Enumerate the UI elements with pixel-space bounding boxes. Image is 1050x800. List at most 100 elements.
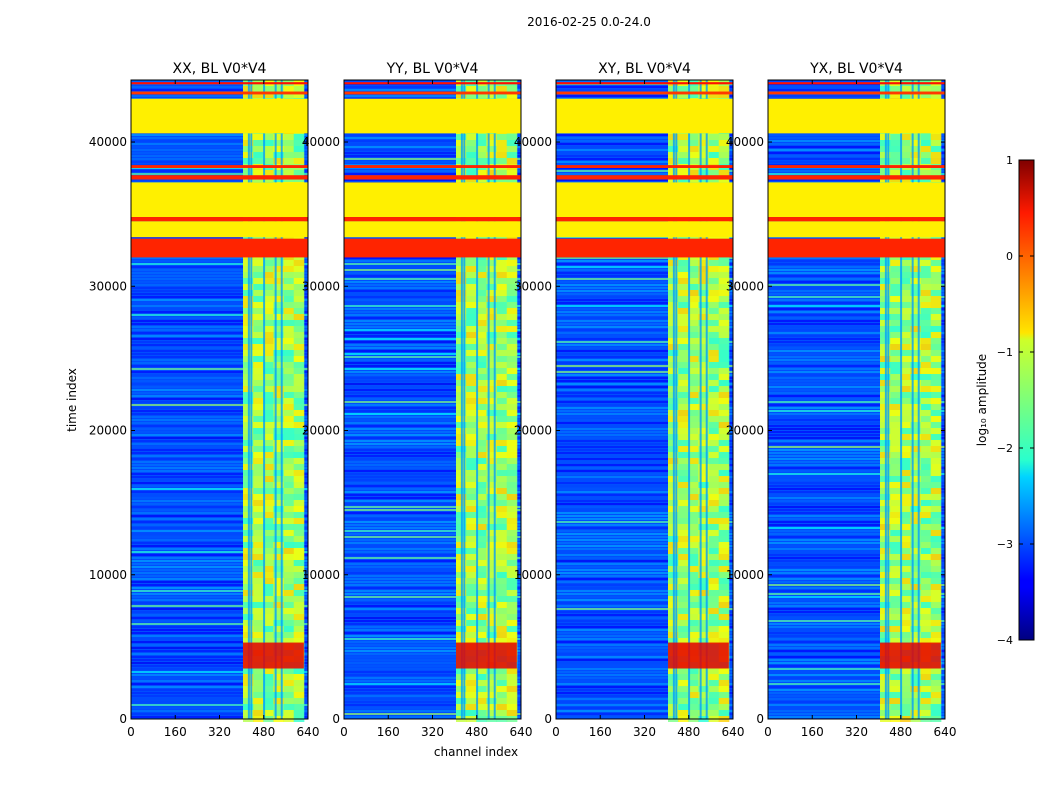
- signal-cell: [486, 704, 498, 710]
- x-tick-label: 0: [340, 725, 348, 739]
- signal-cell: [890, 404, 901, 410]
- signal-cell: [476, 452, 487, 458]
- panel-title: XX, BL V0*V4: [173, 61, 267, 77]
- signal-cell: [283, 314, 295, 320]
- heatmap-row: [131, 497, 308, 499]
- signal-cell: [930, 362, 942, 368]
- heatmap-row: [768, 401, 945, 403]
- signal-cell: [910, 470, 922, 476]
- heatmap-row: [556, 623, 733, 625]
- signal-cell: [466, 710, 477, 716]
- signal-cell: [476, 554, 487, 560]
- signal-cell: [718, 428, 730, 434]
- signal-cell: [688, 614, 699, 620]
- signal-cell: [283, 446, 295, 452]
- heatmap-row: [768, 503, 945, 505]
- heatmap-row: [131, 263, 308, 265]
- signal-cell: [890, 452, 901, 458]
- signal-cell: [708, 596, 720, 602]
- heatmap-row: [768, 347, 945, 349]
- signal-cell: [910, 602, 922, 608]
- signal-cell: [263, 350, 274, 356]
- signal-cell: [476, 488, 487, 494]
- heatmap-row: [556, 485, 733, 487]
- signal-cell: [910, 170, 922, 176]
- heatmap-row: [768, 326, 945, 328]
- signal-cell: [496, 692, 508, 698]
- signal-cell: [273, 440, 285, 446]
- signal-cell: [476, 320, 487, 326]
- signal-cell: [698, 590, 710, 596]
- signal-cell: [263, 554, 274, 560]
- signal-cell: [263, 596, 274, 602]
- heatmap-row: [768, 629, 945, 631]
- heatmap-row: [768, 608, 945, 610]
- heatmap-row: [768, 638, 945, 640]
- signal-cell: [496, 560, 508, 566]
- signal-cell: [496, 710, 508, 716]
- signal-cell: [253, 410, 264, 416]
- heatmap-row: [131, 629, 308, 631]
- signal-cell: [930, 326, 942, 332]
- signal-cell: [890, 686, 901, 692]
- signal-cell: [253, 506, 264, 512]
- signal-cell: [253, 302, 264, 308]
- signal-cell: [466, 350, 477, 356]
- signal-cell: [718, 596, 730, 602]
- signal-cell: [718, 380, 730, 386]
- signal-cell: [890, 608, 901, 614]
- heatmap-row: [556, 89, 733, 91]
- signal-cell: [688, 434, 699, 440]
- signal-cell: [486, 290, 498, 296]
- signal-cell: [688, 146, 699, 152]
- heatmap-row: [344, 488, 521, 490]
- signal-cell: [678, 92, 689, 98]
- signal-cell: [496, 404, 508, 410]
- heatmap-row: [131, 398, 308, 400]
- heatmap-row: [344, 695, 521, 697]
- signal-cell: [476, 710, 487, 716]
- signal-cell: [273, 284, 285, 290]
- signal-cell: [678, 368, 689, 374]
- signal-cell: [486, 374, 498, 380]
- signal-cell: [900, 620, 911, 626]
- signal-cell: [920, 386, 932, 392]
- signal-cell: [910, 260, 922, 266]
- signal-cell: [920, 512, 932, 518]
- signal-cell: [273, 704, 285, 710]
- heatmap-row: [556, 692, 733, 694]
- heatmap-row: [344, 491, 521, 493]
- signal-cell: [273, 668, 285, 674]
- signal-cell: [466, 452, 477, 458]
- signal-cell: [698, 638, 710, 644]
- heatmap-row: [556, 536, 733, 538]
- signal-cell: [486, 536, 498, 542]
- signal-cell: [263, 476, 274, 482]
- signal-cell: [273, 536, 285, 542]
- heatmap-row: [768, 272, 945, 274]
- signal-cell: [890, 284, 901, 290]
- heatmap-row: [344, 638, 521, 640]
- heatmap-row: [131, 539, 308, 541]
- heatmap-row: [768, 281, 945, 283]
- signal-cell: [283, 320, 295, 326]
- heatmap-row: [556, 422, 733, 424]
- signal-cell: [920, 146, 932, 152]
- flagged-range: [344, 175, 521, 180]
- signal-cell: [273, 410, 285, 416]
- heatmap-row: [344, 344, 521, 346]
- signal-cell: [263, 308, 274, 314]
- heatmap-row: [131, 524, 308, 526]
- channel-line: [699, 80, 702, 719]
- signal-cell: [273, 338, 285, 344]
- signal-cell: [930, 140, 942, 146]
- signal-cell: [698, 572, 710, 578]
- signal-cell: [506, 392, 518, 398]
- signal-cell: [486, 266, 498, 272]
- heatmap-row: [344, 413, 521, 415]
- heatmap-row: [556, 347, 733, 349]
- heatmap-row: [344, 356, 521, 358]
- heatmap-row: [768, 656, 945, 658]
- signal-cell: [486, 524, 498, 530]
- signal-cell: [930, 410, 942, 416]
